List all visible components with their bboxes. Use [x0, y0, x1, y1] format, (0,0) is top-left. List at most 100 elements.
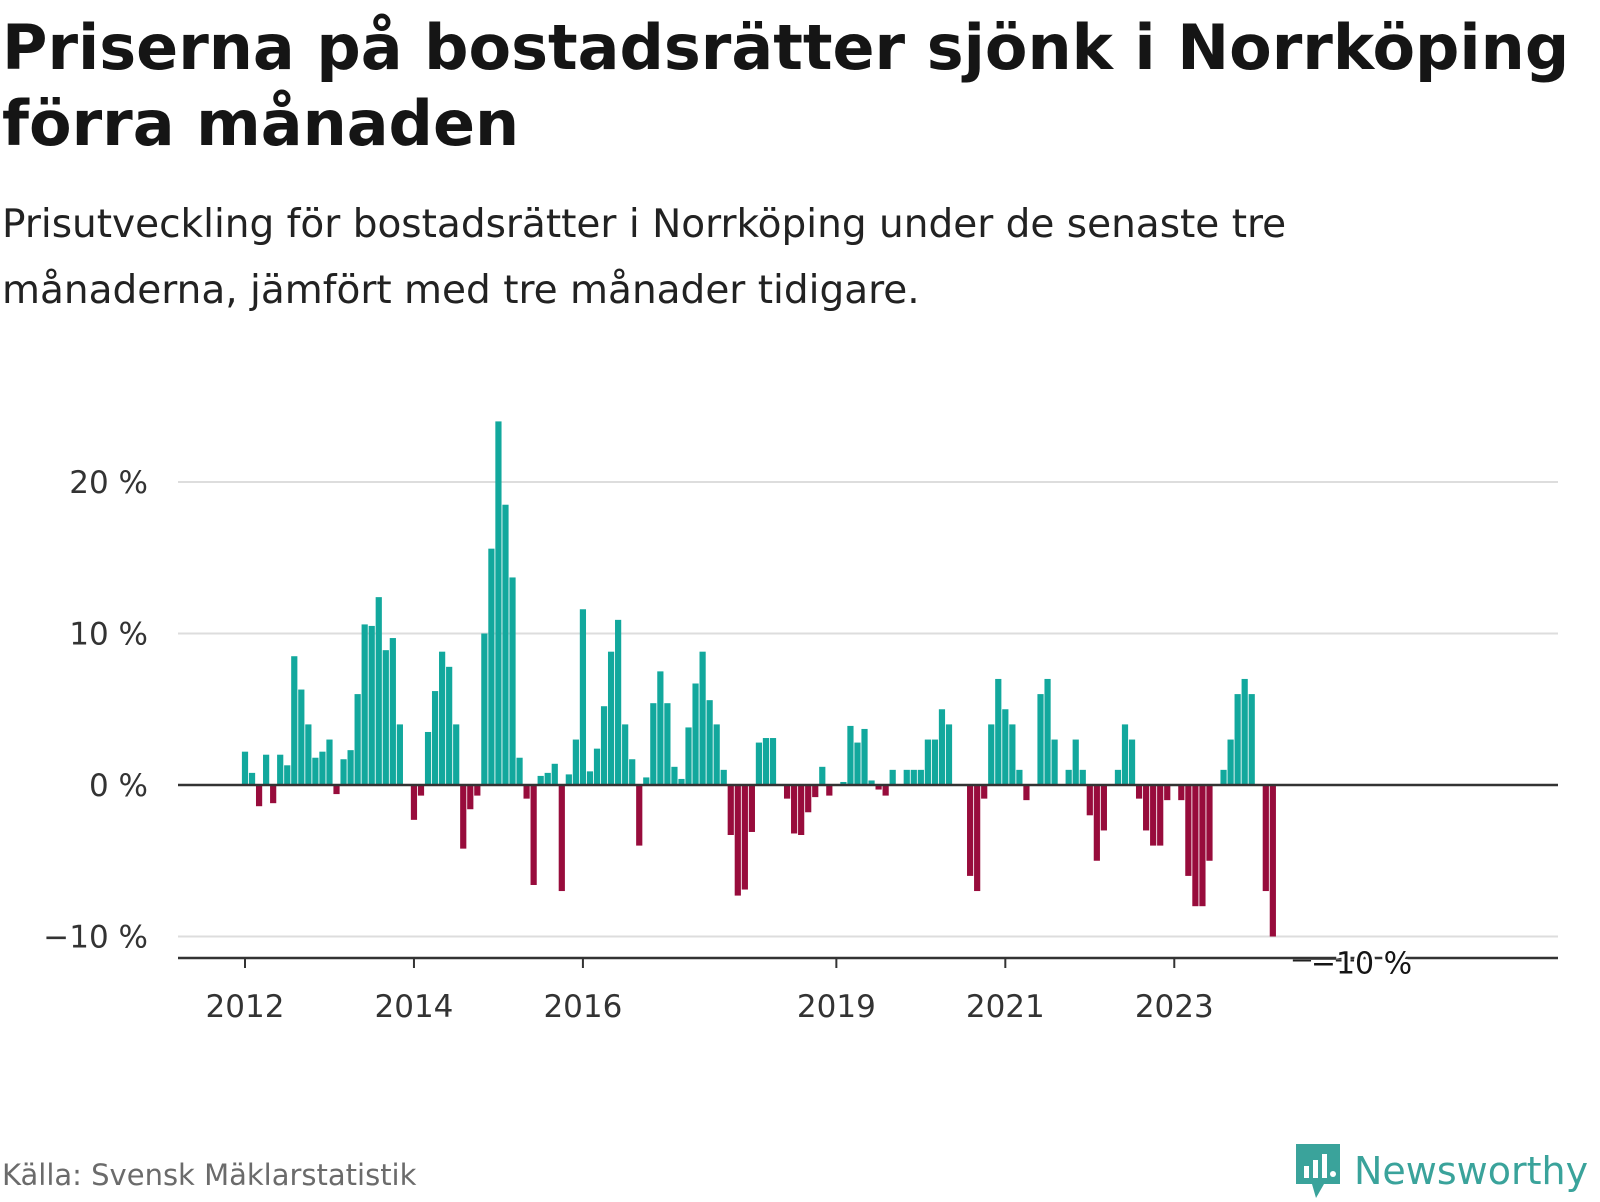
bar — [453, 724, 460, 785]
bar — [1143, 785, 1150, 831]
bar — [1065, 769, 1072, 785]
y-tick-label: 20 % — [69, 465, 148, 501]
bar — [1135, 785, 1143, 799]
bar — [431, 691, 439, 785]
newsworthy-logo: Newsworthy — [1292, 1140, 1588, 1202]
bar — [1002, 709, 1009, 785]
newsworthy-logo-icon — [1296, 1144, 1340, 1198]
bar — [791, 785, 798, 834]
bar — [699, 651, 706, 785]
bar — [938, 709, 946, 785]
bar — [1199, 785, 1206, 907]
bar — [1016, 769, 1023, 785]
bar — [551, 763, 558, 785]
bar — [502, 504, 509, 785]
y-tick-label: −10 % — [43, 920, 148, 956]
bar — [1150, 785, 1157, 846]
bar — [748, 785, 755, 832]
bar — [410, 785, 418, 820]
bar — [1220, 769, 1227, 785]
bar — [812, 785, 819, 798]
bar — [333, 785, 340, 795]
bar — [798, 785, 805, 835]
bar — [558, 785, 565, 892]
bar — [396, 724, 403, 785]
bar — [439, 651, 446, 785]
bar — [544, 772, 551, 785]
y-tick-label: 0 % — [89, 768, 148, 804]
bar — [1185, 785, 1192, 876]
bar — [875, 785, 882, 790]
bar — [255, 785, 263, 807]
bar — [523, 785, 530, 799]
x-tick-label: 2016 — [543, 989, 622, 1025]
bar — [509, 577, 516, 785]
bar — [819, 766, 826, 785]
bar — [720, 769, 727, 785]
bar — [861, 728, 868, 785]
bar — [1051, 739, 1058, 785]
bar — [263, 754, 270, 785]
bar — [805, 785, 812, 813]
x-tick-label: 2012 — [206, 989, 285, 1025]
bar — [600, 706, 608, 785]
y-axis-labels: 20 % 10 % 0 % −10 % — [43, 465, 148, 956]
bar — [481, 633, 488, 785]
bar — [298, 689, 305, 785]
bar — [903, 769, 910, 785]
bar — [417, 785, 425, 796]
bar — [389, 638, 396, 785]
bar — [988, 724, 995, 785]
bar — [1009, 724, 1016, 785]
bar — [854, 742, 861, 785]
bar — [354, 694, 361, 785]
bar — [1093, 785, 1100, 861]
bar — [537, 775, 544, 785]
bar — [678, 778, 685, 785]
bar — [1072, 739, 1079, 785]
bar — [1128, 739, 1136, 785]
x-tick-label: 2023 — [1135, 989, 1214, 1025]
bar — [530, 785, 537, 885]
bar — [882, 785, 889, 796]
bar — [713, 724, 720, 785]
bar — [277, 754, 284, 785]
bar — [284, 765, 291, 785]
bar — [1157, 785, 1164, 846]
bar — [1234, 694, 1241, 785]
bar — [924, 739, 931, 785]
bar — [629, 759, 636, 785]
bar — [248, 772, 256, 785]
bar — [368, 625, 375, 785]
bar — [868, 780, 875, 785]
bar — [1121, 724, 1129, 785]
bar — [1227, 739, 1234, 785]
bar — [495, 421, 502, 785]
x-axis-labels: 2012 2014 2016 2019 2021 2023 — [206, 958, 1214, 1025]
bar — [727, 785, 734, 835]
source-note: Källa: Svensk Mäklarstatistik — [2, 1158, 417, 1192]
bar — [424, 731, 432, 785]
bar — [361, 624, 368, 785]
bar — [783, 785, 791, 799]
bar — [1086, 785, 1093, 816]
bar — [319, 751, 326, 785]
bar — [762, 738, 770, 785]
bar — [1178, 785, 1185, 801]
chart-title: Priserna på bostadsrätter sjönk i Norrkö… — [2, 11, 1570, 160]
bars — [241, 421, 1276, 937]
bar — [769, 738, 777, 785]
bar — [685, 727, 692, 785]
bar — [326, 739, 333, 785]
bar — [375, 597, 382, 785]
bar — [967, 785, 974, 876]
newsworthy-logo-text: Newsworthy — [1354, 1149, 1589, 1193]
axes: −10 % — [178, 783, 1558, 985]
bar — [1100, 785, 1107, 831]
bar — [706, 700, 713, 785]
bar — [1114, 769, 1122, 785]
bar — [1206, 785, 1213, 861]
bar-chart: 20 %10 %0 %−10 % −10 % 2012 2014 2016 2019 2… — [43, 421, 1558, 1025]
bar — [340, 759, 347, 785]
bar — [305, 724, 312, 785]
